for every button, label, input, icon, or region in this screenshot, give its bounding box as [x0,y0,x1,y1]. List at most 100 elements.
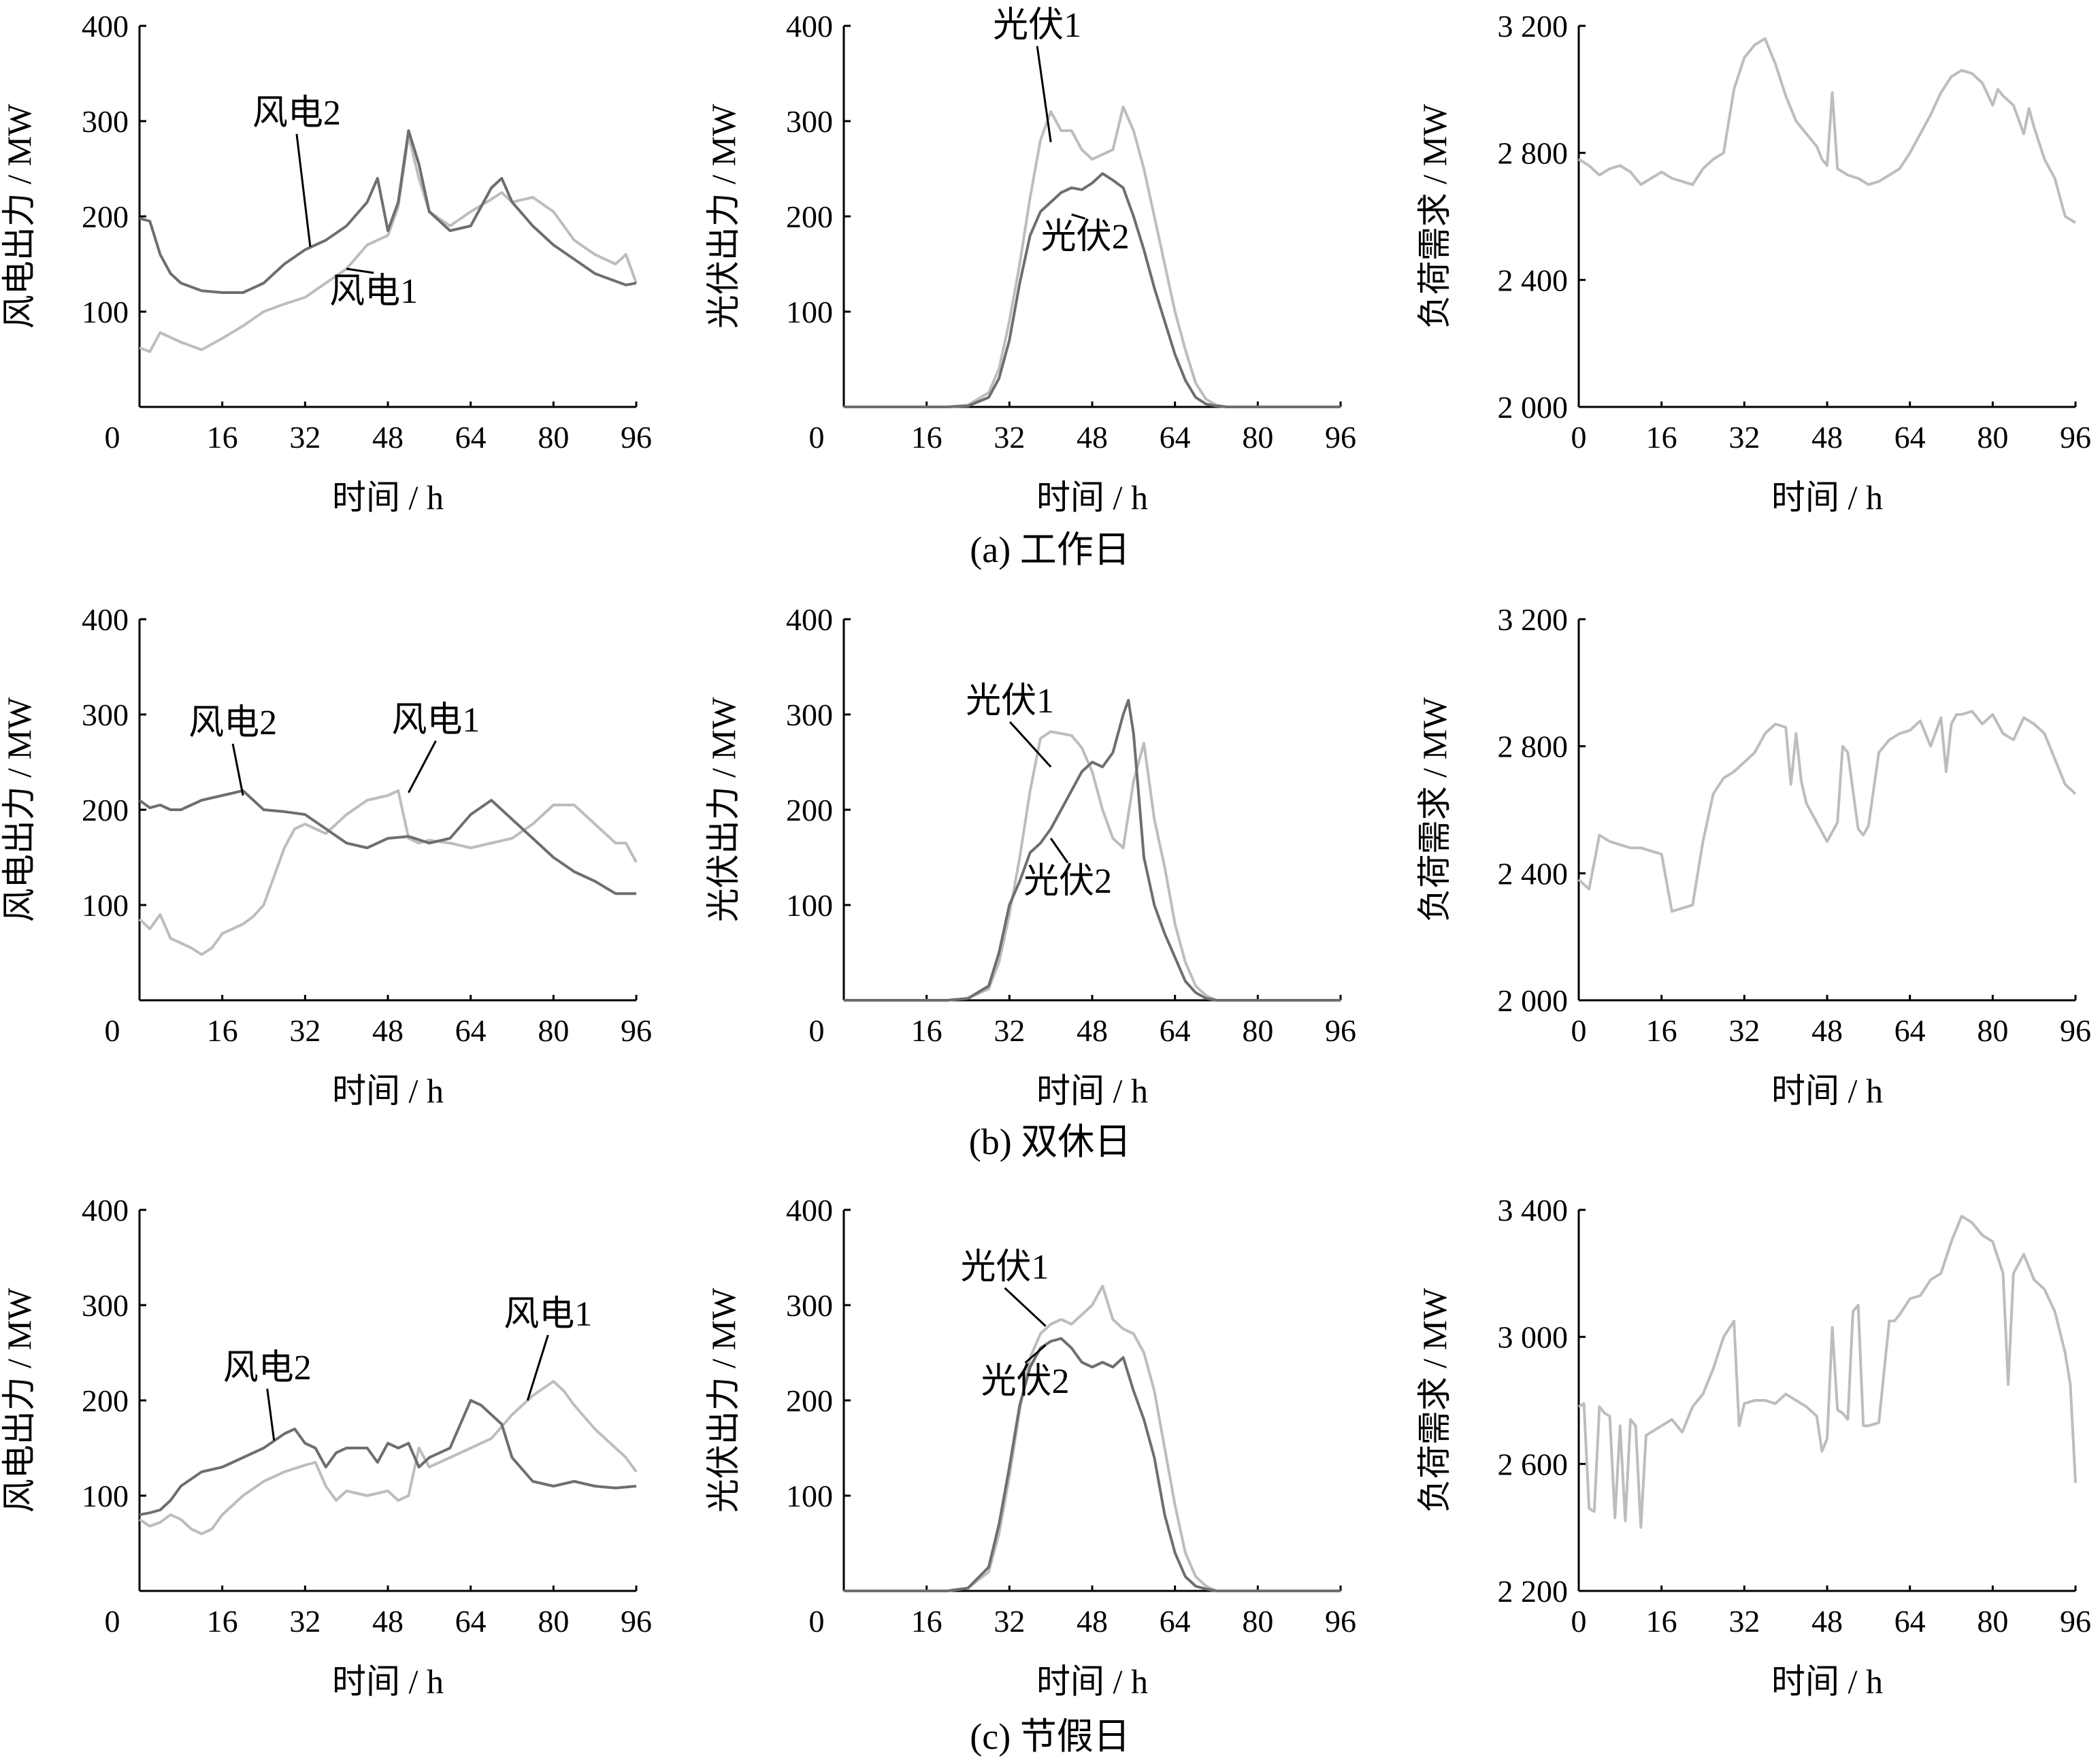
chart-c-wind: 100 200 300 400 0 16 32 48 64 80 96 时间 / h 风电出力 / MW… [0,1193,652,1700]
chart-a-load: 2 000 2 400 2 800 3 200 0 16 32 48 64 80 96 时间 / h 负… [1415,9,2091,516]
x-tick-label: 80 [1242,1604,1273,1639]
x-axis-label: 时间 / h [1771,1662,1883,1700]
y-tick-label: 200 [82,793,129,827]
x-tick-label: 48 [1077,1604,1108,1639]
y-tick-label: 300 [786,697,833,732]
y-tick-label: 2 800 [1498,136,1569,171]
x-tick-label: 64 [1160,1013,1191,1048]
annotation-leader [1024,1344,1047,1364]
annotation-label: 光伏1 [993,6,1081,45]
series-line-光伏1 [844,105,1341,408]
origin-label: 0 [105,420,120,455]
series-line-光伏2 [844,172,1341,408]
series-line-光伏1 [844,1285,1341,1592]
x-tick-label: 64 [1160,420,1191,455]
y-tick-label: 2 200 [1498,1574,1569,1609]
annotation-label: 风电1 [391,701,480,740]
x-tick-label: 16 [207,1604,238,1639]
x-tick-label: 32 [289,1604,321,1639]
annotation-leader [408,740,437,793]
x-tick-label: 48 [372,1013,404,1048]
y-axis-label: 负荷需求 / MW [1415,697,1454,922]
x-tick-label: 64 [1894,420,1926,455]
y-tick-label: 2 800 [1498,729,1569,764]
x-tick-label: 32 [994,420,1025,455]
x-tick-label: 16 [207,1013,238,1048]
x-tick-label: 80 [538,1604,569,1639]
annotation-leader [1009,721,1052,768]
x-tick-label: 96 [621,1013,652,1048]
y-axis-label: 风电出力 / MW [0,103,38,329]
series-line-风电1 [138,789,638,956]
series-line-光伏1 [844,730,1341,1002]
x-tick-label: 96 [2060,1604,2091,1639]
x-axis-label: 时间 / h [332,1072,444,1110]
annotation-label: 风电2 [188,704,277,742]
chart-b-pv: 100 200 300 400 0 16 32 48 64 80 96 时间 / h 光伏出力 / MW… [704,602,1356,1110]
x-tick-label: 32 [289,420,321,455]
annotation-label: 光伏2 [1023,862,1112,901]
x-tick-label: 32 [289,1013,321,1048]
x-tick-label: 16 [911,1013,942,1048]
x-tick-label: 16 [911,420,942,455]
x-tick-label: 0 [1571,1604,1587,1639]
y-tick-label: 100 [786,1479,833,1513]
x-tick-label: 96 [621,420,652,455]
series-line-风电2 [139,129,637,294]
y-axis-label: 光伏出力 / MW [704,1287,742,1513]
x-tick-label: 80 [1977,1013,2008,1048]
y-tick-label: 400 [786,602,833,637]
y-tick-label: 100 [786,888,833,923]
x-tick-label: 32 [994,1604,1025,1639]
x-tick-label: 96 [621,1604,652,1639]
y-tick-label: 100 [82,1479,129,1513]
origin-label: 0 [105,1013,120,1048]
x-tick-label: 32 [1728,1604,1760,1639]
x-tick-label: 80 [538,1013,569,1048]
annotation-label: 光伏1 [966,682,1054,721]
x-tick-label: 80 [538,420,569,455]
annotation-leader [1049,838,1069,864]
y-tick-label: 400 [82,602,129,637]
annotation-label: 风电2 [252,94,341,133]
y-axis-label: 光伏出力 / MW [704,697,742,922]
y-tick-label: 2 600 [1498,1447,1569,1481]
x-tick-label: 96 [2060,1013,2091,1048]
x-tick-label: 80 [1242,420,1273,455]
y-tick-label: 300 [82,1288,129,1323]
y-tick-label: 2 400 [1498,263,1569,297]
annotation-label: 光伏1 [961,1248,1049,1287]
annotation-leader [1071,213,1086,220]
x-tick-label: 32 [1728,1013,1760,1048]
x-axis-label: 时间 / h [332,478,444,516]
x-tick-label: 48 [372,420,404,455]
x-tick-label: 80 [1977,1604,2008,1639]
series-line-load [1577,1215,2077,1529]
annotation-label: 风电2 [223,1349,312,1387]
x-axis-label: 时间 / h [1036,1662,1148,1700]
x-tick-label: 32 [1728,420,1760,455]
y-tick-label: 2 400 [1498,856,1569,891]
y-tick-label: 200 [82,199,129,234]
chart-c-load: 2 200 2 600 3 000 3 400 0 16 32 48 64 80 96 时间 / h 负… [1415,1193,2091,1700]
x-tick-label: 48 [1811,420,1843,455]
chart-a-pv: 100 200 300 400 0 16 32 48 64 80 96 时间 / h 光伏出力 / MW… [704,6,1356,516]
y-tick-label: 300 [82,104,129,139]
series-line-风电2 [139,1399,637,1516]
x-tick-label: 16 [911,1604,942,1639]
series-line-光伏2 [844,699,1341,1002]
y-tick-label: 3 200 [1498,9,1569,44]
annotation-leader [231,743,244,796]
x-tick-label: 0 [1571,1013,1587,1048]
x-tick-label: 64 [455,420,487,455]
series-line-风电2 [138,789,636,895]
x-tick-label: 64 [1894,1013,1926,1048]
x-tick-label: 32 [994,1013,1025,1048]
series-line-风电1 [138,1380,638,1535]
annotation-leader [526,1334,549,1401]
x-tick-label: 64 [1894,1604,1926,1639]
caption-c: (c) 节假日 [970,1716,1130,1757]
y-tick-label: 3 400 [1498,1193,1569,1228]
